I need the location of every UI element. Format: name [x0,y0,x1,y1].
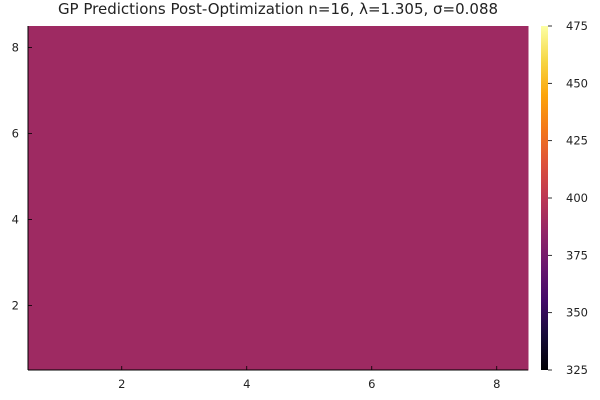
heatmap-cell [340,284,404,328]
heatmap-cell [465,241,529,285]
heatmap-cell [465,155,529,199]
heatmap-cell [278,327,341,371]
x-tick-label: 4 [243,377,250,391]
colorbar-tick-label: 375 [566,248,588,262]
heatmap-cell [403,69,466,113]
heatmap-cell [403,284,466,328]
x-tick-label: 8 [493,377,500,391]
heatmap-cell [90,327,154,371]
heatmap-cell [215,327,279,371]
colorbar-tick-label: 425 [566,134,588,148]
heatmap-cell [403,241,466,285]
heatmap-cell [340,26,404,70]
heatmap-cell [215,241,279,285]
heatmap-cell [28,26,91,70]
y-tick-label: 8 [12,41,19,55]
heatmap-cell [465,284,529,328]
heatmap-cell [340,327,404,371]
heatmap-cell [153,112,216,156]
heatmap-cell [465,112,529,156]
heatmap-cell [90,241,154,285]
heatmap-cell [153,241,216,285]
heatmap-cell [465,327,529,371]
heatmap-cell [28,198,91,242]
y-tick-label: 2 [12,299,19,313]
heatmap-cell [28,241,91,285]
heatmap-cell [340,112,404,156]
heatmap-cell [403,155,466,199]
heatmap-cell [90,112,154,156]
heatmap-cell [278,112,341,156]
heatmap-cell [215,155,279,199]
heatmap-cell [340,241,404,285]
colorbar-tick-label: 450 [566,76,588,90]
heatmap-cell [90,284,154,328]
heatmap-cell [403,112,466,156]
heatmap-cell [28,284,91,328]
colorbar-gradient [541,26,548,370]
heatmap-cell [90,26,154,70]
plot-area [27,26,529,371]
heatmap-cell [215,69,279,113]
heatmap-cell [278,284,341,328]
heatmap-cell [403,198,466,242]
heatmap-cell [215,112,279,156]
heatmap-cell [278,241,341,285]
heatmap-cell [153,198,216,242]
heatmap-cell [278,69,341,113]
heatmap-cell [153,284,216,328]
colorbar: 325 350 375 400 425 450 475 [541,19,588,377]
chart-title: GP Predictions Post-Optimization n=16, λ… [58,0,498,18]
heatmap-cell [340,155,404,199]
x-axis-ticks: 2 4 6 8 [118,366,500,391]
heatmap-cell [28,155,91,199]
heatmap-cell [153,69,216,113]
heatmap-cell [153,26,216,70]
heatmap-cell [278,155,341,199]
heatmap-cell [90,155,154,199]
y-axis-ticks: 2 4 6 8 [12,41,32,313]
heatmap-cell [28,112,91,156]
x-tick-label: 6 [368,377,375,391]
heatmap-cell [28,327,91,371]
y-tick-label: 4 [12,213,19,227]
heatmap-cell [403,327,466,371]
heatmap-cell [340,198,404,242]
heatmap-cell [153,327,216,371]
heatmap-cell [403,26,466,70]
heatmap-cell [278,26,341,70]
x-tick-label: 2 [118,377,125,391]
heatmap-cell [28,69,91,113]
heatmap-cell [465,198,529,242]
heatmap-cell [215,284,279,328]
colorbar-tick-label: 350 [566,306,588,320]
heatmap-cell [215,26,279,70]
colorbar-tick-label: 325 [566,363,588,377]
heatmap-cell [340,69,404,113]
heatmap-cell [465,69,529,113]
y-tick-label: 6 [12,127,19,141]
heatmap-cell [278,198,341,242]
colorbar-tick-label: 475 [566,19,588,33]
heatmap-cell [90,69,154,113]
heatmap-cell [90,198,154,242]
heatmap-cell [465,26,529,70]
heatmap-cell [215,198,279,242]
colorbar-tick-label: 400 [566,191,588,205]
heatmap-cell [153,155,216,199]
